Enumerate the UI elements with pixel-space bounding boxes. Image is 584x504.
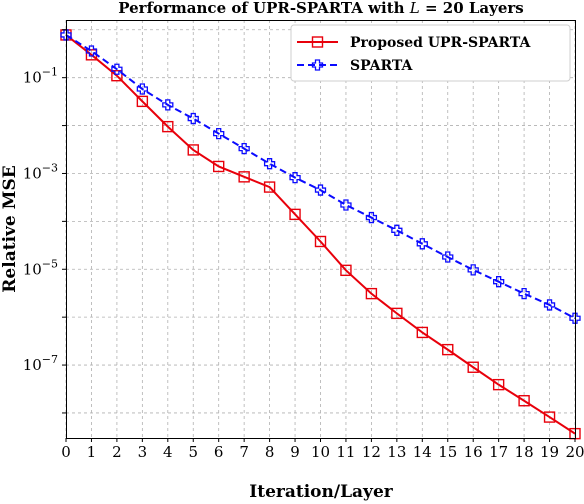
legend-label: SPARTA (350, 58, 414, 74)
grid (65, 20, 576, 438)
data-point (365, 287, 378, 300)
data-point (111, 69, 123, 82)
x-tick-label: 4 (163, 443, 173, 461)
data-point (187, 112, 199, 125)
data-point (391, 307, 403, 320)
chart-title-var: L (409, 0, 420, 17)
data-point (85, 45, 98, 57)
legend-marker (311, 36, 324, 48)
data-point (111, 63, 123, 75)
x-tick-label: 11 (336, 443, 355, 461)
x-tick-label: 12 (362, 443, 381, 461)
data-point (263, 181, 276, 193)
data-point (492, 378, 505, 391)
x-tick-label: 2 (112, 443, 122, 461)
data-point (340, 264, 352, 277)
x-tick-label: 0 (61, 443, 71, 461)
chart-title-after: = 20 Layers (420, 0, 524, 17)
data-point (213, 127, 225, 140)
data-point (416, 238, 428, 250)
data-point (518, 395, 530, 407)
x-tick-label: 10 (311, 443, 330, 461)
data-point (467, 264, 479, 276)
data-point (314, 184, 327, 196)
data-point (263, 158, 276, 170)
x-tick-label: 6 (214, 443, 224, 461)
data-point (162, 120, 174, 133)
legend-marker (311, 59, 324, 71)
series-line (65, 34, 576, 435)
data-point (136, 95, 149, 108)
data-point (493, 276, 505, 288)
data-point (569, 312, 581, 324)
data-point (238, 142, 250, 155)
plot-frame (66, 20, 576, 439)
y-tick-label: 10−1 (23, 66, 58, 87)
chart-title: Performance of UPR-SPARTA with L = 20 La… (118, 0, 524, 17)
data-point (442, 251, 454, 263)
y-tick-label: 10−5 (23, 257, 58, 278)
x-tick-label: 7 (239, 443, 249, 461)
series-layer (60, 29, 581, 440)
data-point (543, 411, 556, 423)
data-point (289, 171, 301, 184)
data-point (416, 326, 428, 339)
x-tick-label: 18 (515, 443, 534, 461)
x-tick-label: 15 (438, 443, 457, 461)
x-tick-label: 16 (464, 443, 483, 461)
data-point (365, 211, 378, 224)
x-axis-label: Iteration/Layer (249, 482, 393, 502)
x-tick-label: 5 (188, 443, 198, 461)
x-tick-label: 19 (540, 443, 559, 461)
x-tick-label: 14 (413, 443, 432, 461)
series-sparta (60, 29, 581, 324)
data-point (60, 29, 72, 41)
x-tick-label: 17 (489, 443, 508, 461)
data-point (289, 208, 301, 221)
x-tick-label: 3 (138, 443, 148, 461)
data-point (442, 343, 454, 356)
data-point (136, 83, 148, 95)
data-point (162, 99, 174, 111)
x-tick-label: 20 (565, 443, 584, 461)
x-tick-label: 8 (265, 443, 275, 461)
data-point (314, 235, 327, 248)
data-point (467, 361, 479, 373)
ticks: 0 1 2 3 4 5 6 7 8 9 10 11 12 13 14 15 16 17 18 19 2010−110−3… (23, 29, 584, 461)
series-line (65, 34, 576, 320)
data-point (543, 299, 556, 311)
data-point (518, 287, 530, 300)
data-point (212, 160, 225, 173)
legend: Proposed UPR-SPARTA SPARTA (290, 24, 571, 82)
x-tick-label: 9 (290, 443, 300, 461)
data-point (391, 224, 403, 236)
legend-label: Proposed UPR-SPARTA (350, 35, 532, 51)
y-tick-label: 10−7 (23, 353, 58, 374)
chart-title-before: Performance of UPR-SPARTA with (118, 0, 410, 17)
legend-box (290, 24, 571, 82)
data-point (340, 199, 352, 211)
data-point (238, 171, 250, 183)
y-tick-label: 10−3 (23, 161, 58, 182)
series-proposed-upr-sparta (60, 29, 581, 440)
x-tick-label: 1 (87, 443, 97, 461)
data-point (187, 144, 199, 156)
x-tick-label: 13 (387, 443, 406, 461)
y-axis-label: Relative MSE (0, 165, 20, 292)
